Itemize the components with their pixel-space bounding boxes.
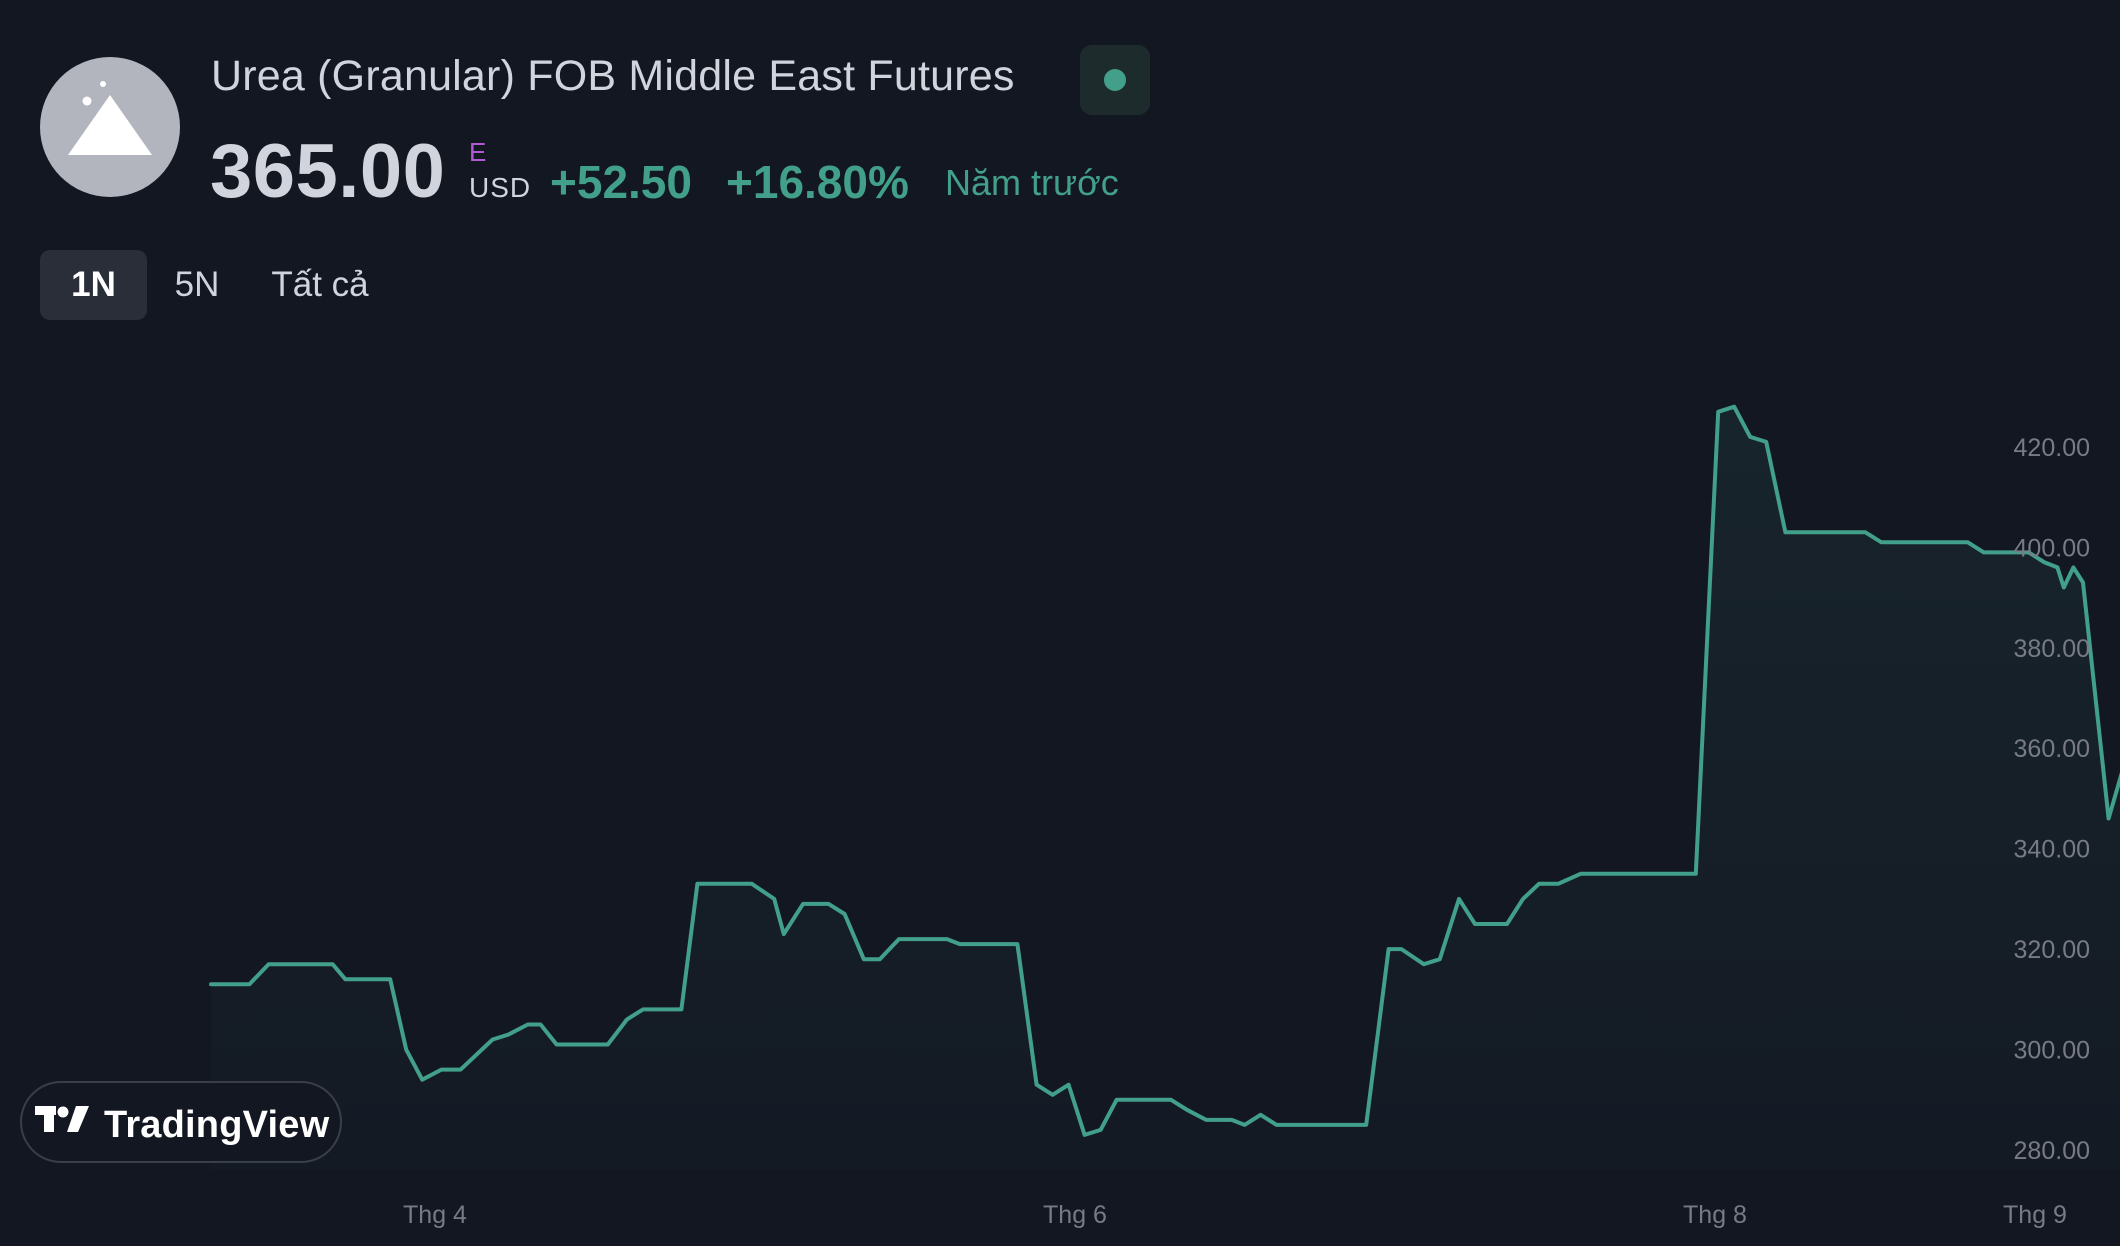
price-change-percent: +16.80% [726, 156, 909, 208]
currency-label: USD [469, 172, 532, 203]
tradingview-watermark[interactable]: TradingView [20, 1081, 342, 1163]
tradingview-logo-icon [35, 1106, 89, 1132]
instrument-logo [40, 57, 180, 197]
y-tick-label: 380.00 [2014, 635, 2090, 663]
y-tick-label: 400.00 [2014, 534, 2090, 562]
y-tick-label: 420.00 [2014, 434, 2090, 462]
tab-5n[interactable]: 5N [174, 265, 220, 304]
y-tick-label: 300.00 [2014, 1037, 2090, 1065]
last-price: 365.00 [210, 129, 446, 214]
tradingview-wordmark: TradingView [104, 1104, 330, 1146]
x-tick-label: Thg 6 [1043, 1201, 1107, 1229]
market-status-button[interactable] [1080, 45, 1150, 115]
market-status-dot-icon [1104, 69, 1126, 91]
x-tick-label: Thg 4 [403, 1201, 467, 1229]
tab-1n[interactable]: 1N [40, 250, 147, 320]
mountain-triangle-icon [68, 81, 152, 155]
series-line [209, 404, 2120, 1137]
x-tick-label: Thg 8 [1683, 1201, 1747, 1229]
change-period: Năm trước [945, 162, 1119, 203]
x-tick-label: Thg 9 [2003, 1201, 2067, 1229]
y-tick-label: 280.00 [2014, 1137, 2090, 1165]
price-chart[interactable]: 280.00 300.00 320.00 340.00 360.00 380.00 400.… [0, 340, 2120, 1246]
price-change: +52.50 [550, 156, 692, 208]
market-flag: E [469, 137, 487, 167]
y-tick-label: 360.00 [2014, 735, 2090, 763]
y-tick-label: 320.00 [2014, 936, 2090, 964]
y-tick-label: 340.00 [2014, 836, 2090, 864]
instrument-header: Urea (Granular) FOB Middle East Futures … [0, 0, 2120, 340]
instrument-title: Urea (Granular) FOB Middle East Futures [211, 52, 1015, 100]
tab-all[interactable]: Tất cả [271, 265, 369, 304]
series-area-fill [211, 406, 2120, 1170]
